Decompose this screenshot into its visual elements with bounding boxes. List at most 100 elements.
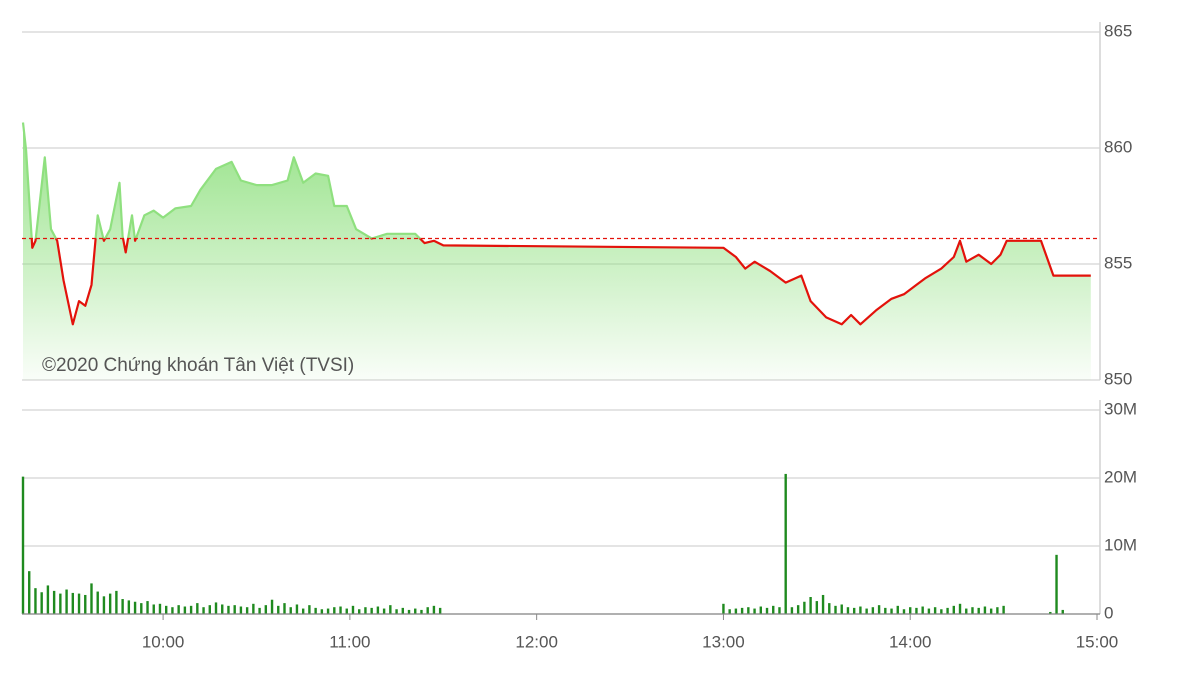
x-tick-label: 11:00	[329, 632, 370, 651]
y-tick-label: 0	[1104, 603, 1113, 622]
volume-bar	[747, 607, 750, 614]
volume-bar	[108, 593, 112, 614]
x-tick-label: 13:00	[702, 632, 745, 651]
volume-bar	[245, 607, 249, 614]
volume-bar	[432, 605, 436, 614]
volume-bar	[828, 603, 831, 614]
volume-bar	[1061, 609, 1064, 614]
volume-bar	[40, 592, 43, 614]
volume-bar	[283, 603, 286, 614]
volume-bar	[784, 473, 787, 614]
x-tick-label: 15:00	[1076, 632, 1119, 651]
volume-bar	[121, 599, 124, 614]
volume-bar	[902, 609, 906, 614]
volume-bar	[877, 605, 881, 614]
volume-bar	[77, 593, 81, 614]
annotation: ©2020 Chứng khoán Tân Việt (TVSI)	[42, 355, 354, 376]
volume-bar	[301, 608, 305, 614]
volume-bar	[389, 605, 392, 614]
y-tick-label: 10M	[1104, 535, 1137, 554]
volume-bar	[183, 606, 187, 614]
volume-bar	[1002, 605, 1005, 614]
volume-bar	[821, 594, 825, 614]
volume-bar	[46, 585, 50, 614]
volume-bar	[728, 609, 731, 614]
volume-bar	[177, 605, 180, 614]
volume-bar	[759, 606, 762, 614]
volume-bar	[815, 601, 819, 614]
volume-bar	[339, 606, 342, 614]
volume-bar	[740, 607, 744, 614]
volume-bar	[133, 601, 137, 614]
volume-bar	[753, 608, 756, 614]
volume-bar	[420, 609, 423, 614]
volume-bar	[28, 571, 31, 614]
volume-bar	[772, 605, 775, 614]
volume-bar	[314, 607, 317, 614]
volume-bar	[270, 599, 274, 614]
volume-bar	[890, 608, 893, 614]
volume-bar	[152, 604, 155, 614]
volume-bar	[722, 603, 725, 614]
volume-bar	[927, 608, 931, 614]
volume-bar	[382, 608, 386, 614]
volume-bar	[871, 607, 875, 614]
volume-bar	[426, 607, 429, 614]
y-tick-label: 20M	[1104, 467, 1137, 486]
volume-bar	[395, 609, 398, 614]
volume-bar	[921, 606, 924, 614]
volume-bar	[790, 607, 794, 614]
volume-bar	[308, 605, 311, 614]
volume-bar	[946, 607, 949, 614]
volume-bar	[933, 607, 937, 614]
volume-bar	[840, 604, 843, 614]
volume-bar	[915, 607, 918, 614]
volume-bar	[958, 603, 962, 614]
x-tick-label: 14:00	[889, 632, 932, 651]
volume-bar	[846, 607, 850, 614]
volume-bar	[965, 608, 968, 614]
volume-bar	[852, 607, 856, 614]
volume-bar	[734, 608, 738, 614]
area	[23, 122, 1091, 380]
volume-bar	[214, 602, 218, 614]
volume-bar	[196, 603, 199, 614]
volume-bar	[952, 605, 955, 614]
price-line-up	[21, 122, 422, 239]
volume-bar	[765, 607, 769, 614]
volume-bar	[189, 605, 193, 614]
volume-bar	[239, 606, 243, 614]
volume-bar	[796, 605, 800, 614]
volume-bar	[90, 583, 93, 614]
volume-bar	[146, 601, 149, 614]
volume-bar	[884, 607, 887, 614]
y-tick-label: 865	[1104, 21, 1132, 40]
volume-bar	[295, 604, 299, 614]
volume-bar	[65, 589, 68, 614]
y-tick-label: 855	[1104, 253, 1132, 272]
volume-bar	[59, 593, 62, 614]
volume-bar	[227, 605, 230, 614]
y-tick-label: 860	[1104, 137, 1132, 156]
volume-bar	[264, 605, 268, 614]
volume-bar	[102, 596, 106, 614]
volume-bar	[859, 606, 862, 614]
volume-bar	[84, 594, 87, 614]
volume-bar	[809, 597, 812, 614]
volume-bar	[401, 607, 404, 614]
volume-bar	[96, 591, 99, 614]
volume-bar	[989, 608, 993, 614]
volume-bar	[376, 606, 380, 614]
volume-bar	[414, 608, 417, 614]
volume-bar	[127, 600, 131, 614]
volume-bar	[351, 605, 355, 614]
volume-bar	[289, 607, 292, 614]
volume-bar	[320, 609, 324, 614]
volume-bar	[115, 590, 118, 614]
price-line-down	[30, 238, 1091, 326]
volume-bar	[202, 607, 205, 614]
volume-bar	[865, 608, 868, 614]
volume-bar	[221, 604, 224, 614]
